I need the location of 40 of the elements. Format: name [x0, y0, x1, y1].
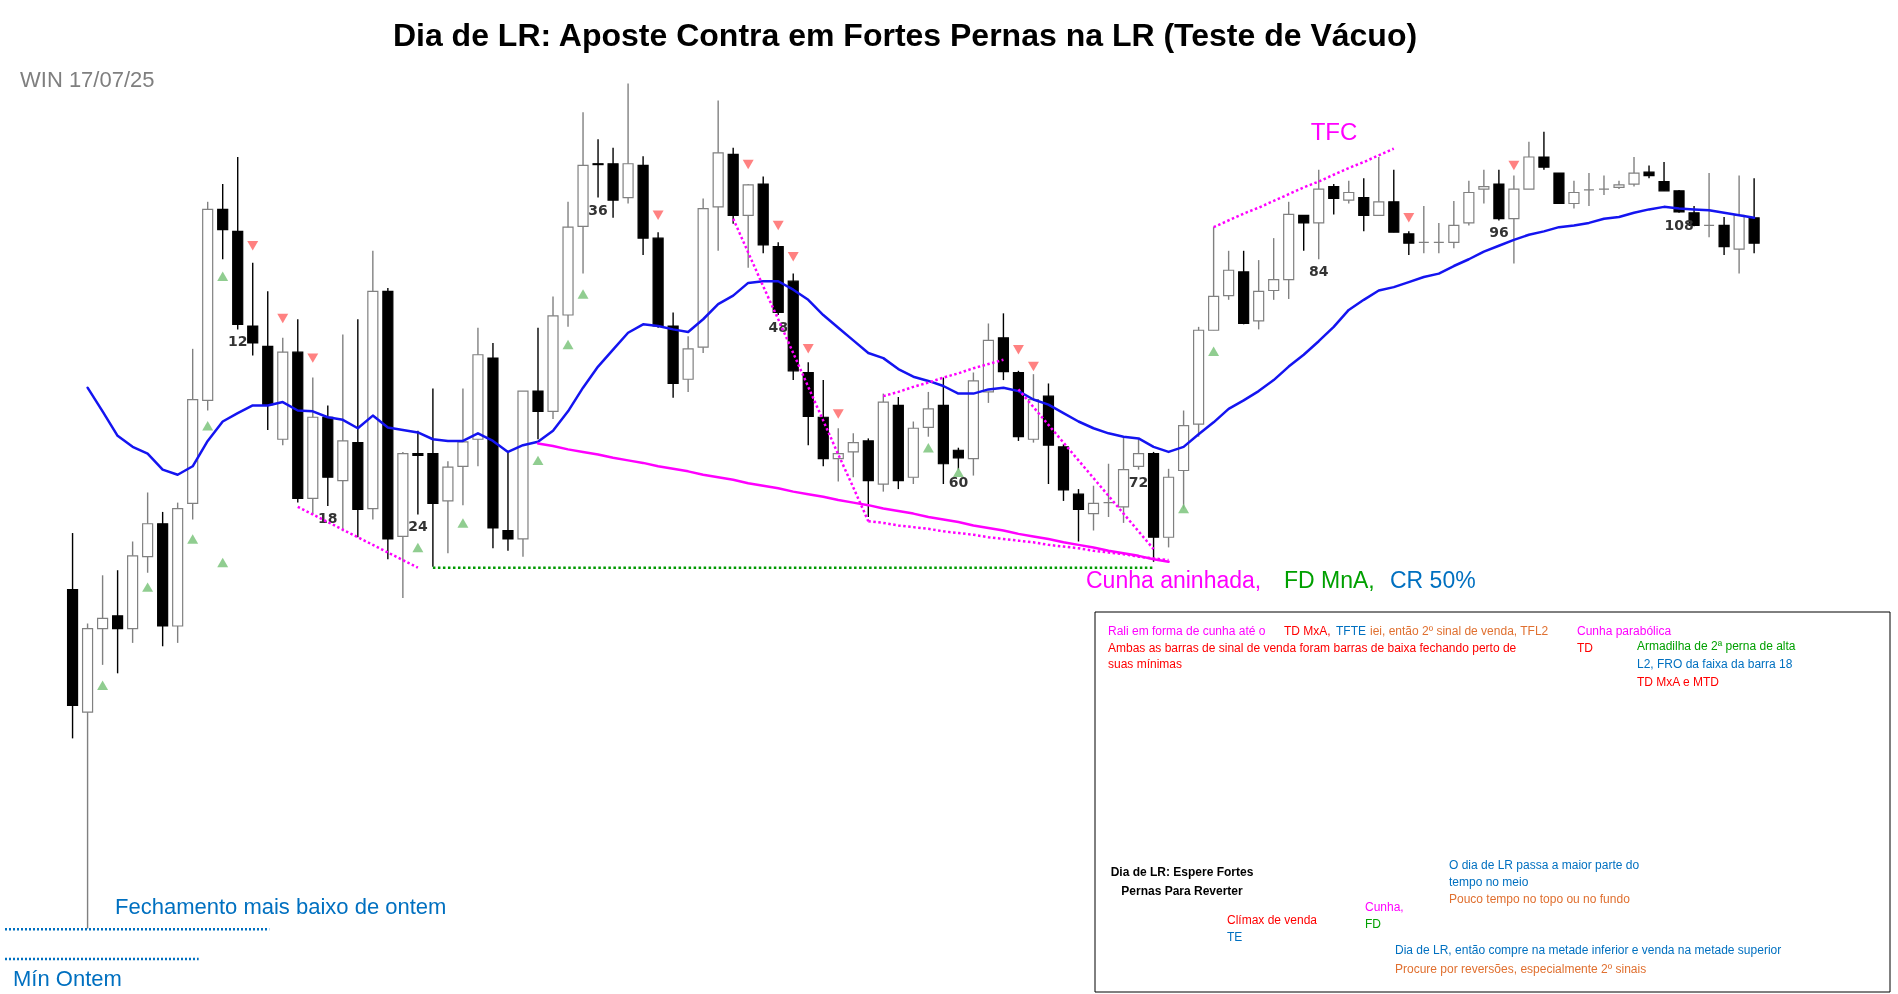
ref-line-label: Fechamento mais baixo de ontem: [115, 894, 447, 920]
annotation: iei, então 2º sinal de venda, TFL2: [1370, 624, 1549, 638]
x-tick-label: 72: [1128, 473, 1149, 490]
annotation: Clímax de venda: [1227, 913, 1318, 927]
text: Dia de LR, então compre na metade inferior e venda na metade superior: [1395, 943, 1782, 957]
annotation: TFTE: [1336, 624, 1366, 638]
annotation: Pernas Para Reverter: [1121, 884, 1244, 898]
x-tick-label: 108: [1664, 216, 1694, 233]
annotation: Ambas as barras de sinal de venda foram barras de baixa fechando perto de: [1108, 641, 1517, 655]
chart-subtitle: WIN 17/07/25: [20, 67, 155, 92]
x-tick-label: 84: [1308, 263, 1329, 280]
text: Procure por reversões, especialmente 2º sinais: [1395, 962, 1647, 976]
annotation: TD MxA,: [1284, 624, 1331, 638]
annotation: Dia de LR: Espere Fortes: [1110, 865, 1254, 879]
annotation: Cunha,: [1365, 900, 1404, 914]
annotation: L2, FRO da faixa da barra 18: [1637, 657, 1793, 671]
x-tick-label: 18: [318, 510, 338, 526]
annotation: tempo no meio: [1449, 875, 1529, 889]
annotation: O dia de LR passa a maior parte do: [1449, 858, 1640, 872]
annotation: TFC: [1310, 118, 1358, 145]
x-tick-label: 12: [227, 333, 248, 350]
text: TE: [1227, 930, 1243, 944]
ref-line-label: Mín Ontem: [13, 965, 122, 991]
annotation: Cunha aninhada,: [1086, 567, 1262, 593]
annotation: Armadilha de 2ª perna de alta: [1637, 639, 1796, 653]
annotation: FD MnA,: [1284, 567, 1375, 593]
annotation: TD: [1577, 641, 1594, 655]
chart-title: Dia de LR: Aposte Contra em Fortes Pernas na LR (Teste de Vácuo): [392, 17, 1418, 53]
annotation: Pouco tempo no topo ou no fundo: [1449, 892, 1631, 906]
annotation: Rali em forma de cunha até o: [1108, 624, 1266, 638]
x-tick-label: 24: [408, 518, 428, 535]
annotation: TD MxA e MTD: [1637, 675, 1720, 689]
x-tick-label: 60: [948, 473, 969, 490]
annotation: suas mínimas: [1108, 657, 1183, 671]
annotation: Cunha parabólica: [1577, 624, 1672, 638]
x-tick-label: 48: [768, 319, 788, 336]
annotation: CR 50%: [1390, 567, 1476, 593]
x-tick-label: 96: [1489, 224, 1509, 241]
annotation: FD: [1365, 917, 1382, 931]
x-tick-label: 36: [588, 201, 608, 218]
